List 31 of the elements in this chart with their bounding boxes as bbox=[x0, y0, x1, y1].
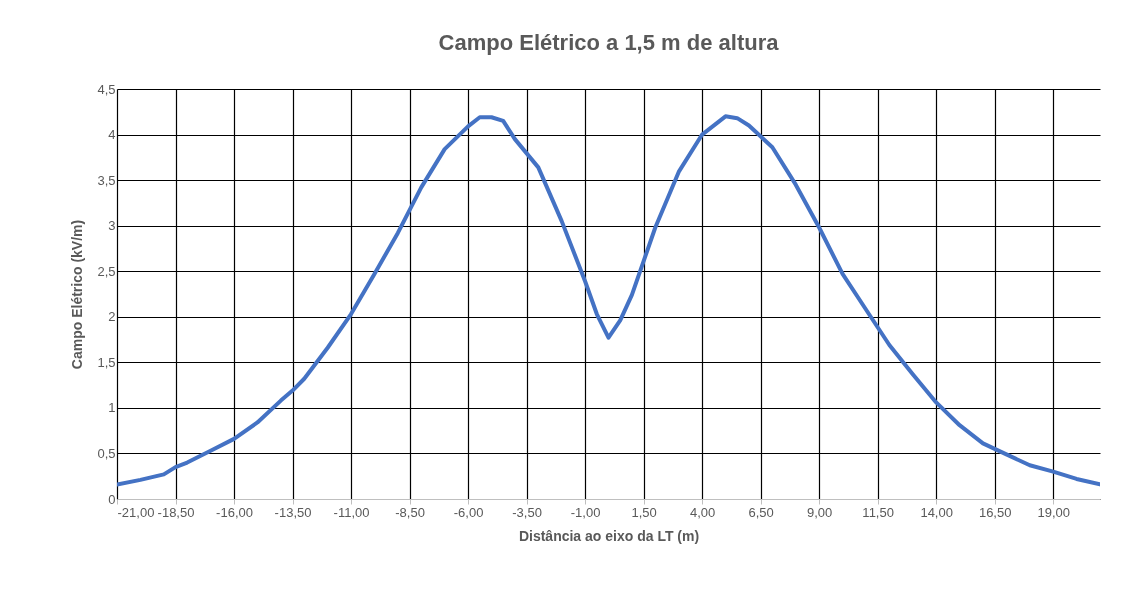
x-axis-title: Distância ao eixo da LT (m) bbox=[518, 527, 700, 544]
x-tick-label: -13,50 bbox=[274, 504, 312, 520]
y-tick-label: 2,5 bbox=[97, 263, 116, 279]
y-tick-label: 0 bbox=[108, 491, 116, 507]
y-tick-label: 2 bbox=[108, 309, 116, 325]
x-tick-label: 11,50 bbox=[862, 504, 894, 520]
x-tick-label: 14,00 bbox=[920, 504, 953, 520]
y-tick-label: 3 bbox=[108, 218, 116, 234]
x-tick-label: 1,50 bbox=[631, 504, 657, 520]
x-tick-label: -6,00 bbox=[453, 504, 484, 520]
y-tick-label: 1,5 bbox=[97, 354, 116, 370]
x-tick-label: -16,00 bbox=[216, 504, 253, 520]
y-tick-label: 4,5 bbox=[97, 81, 116, 97]
x-tick-label: 4,00 bbox=[689, 504, 716, 520]
x-tick-label: -1,00 bbox=[570, 504, 601, 520]
y-tick-label: 3,5 bbox=[97, 172, 116, 188]
line-series bbox=[117, 114, 1100, 487]
x-tick-label: -21,00 bbox=[117, 504, 155, 520]
y-axis-title: Campo Elétrico (kV/m) bbox=[69, 219, 86, 370]
x-tick-label: 9,00 bbox=[806, 504, 833, 520]
x-tick-label: 19,00 bbox=[1037, 504, 1070, 520]
y-tick-label: 0,5 bbox=[97, 445, 116, 461]
y-tick-label: 4 bbox=[108, 127, 116, 143]
x-tick-label: -8,50 bbox=[395, 504, 425, 520]
chart-title: Campo Elétrico a 1,5 m de altura bbox=[438, 30, 780, 55]
x-tick-label: -3,50 bbox=[512, 504, 542, 520]
x-tick-label: 6,50 bbox=[748, 504, 774, 520]
y-tick-label: 1 bbox=[108, 400, 116, 416]
x-tick-label: 16,50 bbox=[978, 504, 1012, 520]
x-tick-label: -11,00 bbox=[333, 504, 370, 520]
x-tick-label: -18,50 bbox=[157, 504, 195, 520]
